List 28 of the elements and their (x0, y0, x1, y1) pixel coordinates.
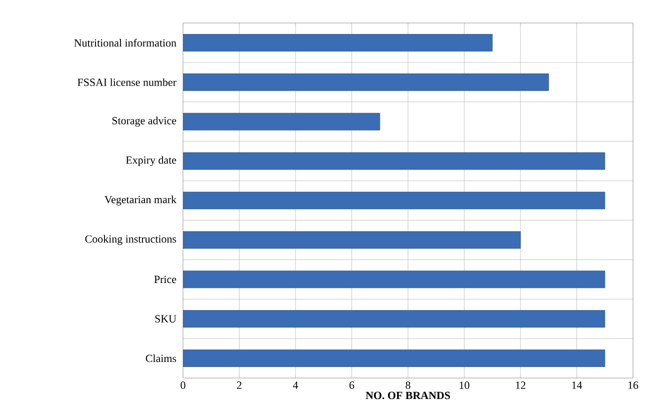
bar (183, 270, 606, 288)
y-tick-label: Vegetarian mark (104, 196, 176, 206)
x-tick-label: 2 (236, 382, 242, 389)
x-tick-label: 0 (180, 382, 186, 389)
bar (183, 310, 606, 328)
bar (183, 34, 493, 52)
y-tick-label: Expiry date (126, 156, 176, 166)
x-tick-label: 4 (292, 382, 298, 389)
bar (183, 152, 606, 170)
x-tick-label: 10 (460, 382, 470, 389)
x-axis-title: NO. OF BRANDS (366, 392, 450, 400)
x-tick-label: 8 (406, 382, 410, 389)
x-tick-label: 14 (572, 382, 582, 389)
y-tick-label: Nutritional information (74, 38, 176, 47)
y-tick-label: Cooking instructions (85, 234, 176, 245)
y-tick-label: Claims (146, 354, 176, 362)
x-tick-label: 16 (628, 382, 638, 389)
bar (183, 350, 606, 367)
bar (183, 231, 521, 249)
bar (183, 73, 549, 91)
y-tick-label: Price (154, 276, 176, 284)
y-tick-label: Storage advice (112, 116, 176, 127)
bar (183, 112, 380, 130)
x-tick-label: 6 (349, 382, 354, 389)
x-tick-label: 12 (516, 382, 526, 389)
bar (183, 192, 606, 210)
y-tick-label: SKU (155, 315, 176, 323)
y-tick-label: FSSAI license number (78, 78, 176, 86)
